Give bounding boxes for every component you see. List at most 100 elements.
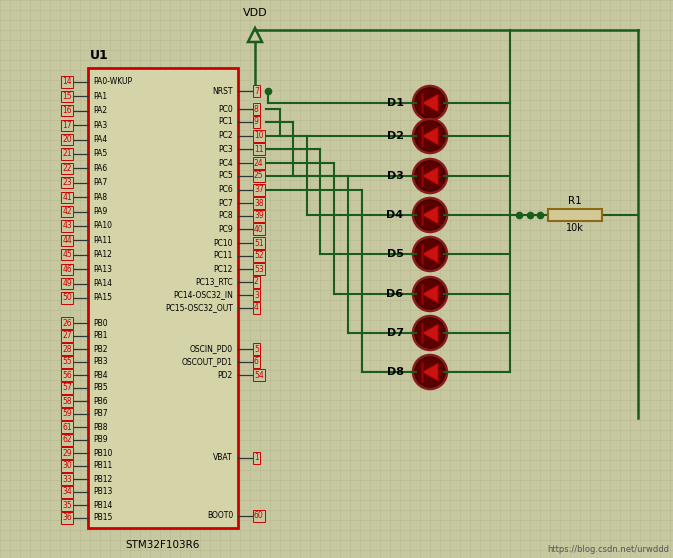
Text: PB7: PB7 [93, 410, 108, 418]
Text: PC11: PC11 [213, 252, 233, 261]
Text: 58: 58 [63, 397, 72, 406]
Text: 6: 6 [254, 358, 259, 367]
Text: PB4: PB4 [93, 371, 108, 379]
Text: PA2: PA2 [93, 107, 107, 116]
Text: 15: 15 [63, 92, 72, 101]
Text: PA1: PA1 [93, 92, 107, 101]
Text: PA15: PA15 [93, 294, 112, 302]
Text: OSCIN_PD0: OSCIN_PD0 [190, 344, 233, 354]
Text: 16: 16 [63, 107, 72, 116]
Text: 5: 5 [254, 344, 259, 354]
Text: D8: D8 [386, 367, 404, 377]
Text: PB12: PB12 [93, 474, 112, 483]
Text: PC12: PC12 [213, 264, 233, 273]
Circle shape [413, 355, 447, 389]
Text: PC2: PC2 [218, 132, 233, 141]
Text: OSCOUT_PD1: OSCOUT_PD1 [182, 358, 233, 367]
Text: 4: 4 [254, 304, 259, 312]
Text: VDD: VDD [243, 8, 267, 18]
Text: 53: 53 [254, 264, 264, 273]
Text: U1: U1 [90, 49, 109, 62]
Text: 28: 28 [63, 344, 72, 354]
Text: PB10: PB10 [93, 449, 112, 458]
Text: PC7: PC7 [218, 199, 233, 208]
Text: D7: D7 [386, 328, 404, 338]
Text: PA11: PA11 [93, 236, 112, 245]
Text: 17: 17 [63, 121, 72, 129]
Text: PA7: PA7 [93, 179, 107, 187]
Bar [548, 209, 602, 221]
Text: PB1: PB1 [93, 331, 108, 340]
Text: 45: 45 [62, 251, 72, 259]
Text: 41: 41 [63, 193, 72, 201]
Text: D1: D1 [386, 98, 404, 108]
Polygon shape [421, 363, 438, 381]
Text: 35: 35 [62, 501, 72, 509]
Text: 51: 51 [254, 238, 264, 248]
Polygon shape [421, 285, 438, 304]
Text: 10: 10 [254, 132, 264, 141]
Text: 26: 26 [63, 319, 72, 328]
Circle shape [415, 319, 444, 348]
Circle shape [413, 119, 447, 153]
Text: 38: 38 [254, 199, 264, 208]
Text: NRST: NRST [213, 86, 233, 95]
Text: PB13: PB13 [93, 488, 112, 497]
Circle shape [415, 122, 444, 151]
Text: PB14: PB14 [93, 501, 112, 509]
Circle shape [415, 89, 444, 117]
Polygon shape [421, 94, 438, 112]
Text: PB0: PB0 [93, 319, 108, 328]
Text: PB6: PB6 [93, 397, 108, 406]
Text: 39: 39 [254, 211, 264, 220]
Text: 1: 1 [254, 454, 258, 463]
Text: PB8: PB8 [93, 422, 108, 431]
Polygon shape [421, 244, 438, 263]
Text: 56: 56 [62, 371, 72, 379]
Text: 49: 49 [62, 279, 72, 288]
Text: PC14-OSC32_IN: PC14-OSC32_IN [173, 291, 233, 300]
Text: 55: 55 [62, 358, 72, 367]
Circle shape [413, 198, 447, 232]
Text: PC8: PC8 [218, 211, 233, 220]
Text: 46: 46 [62, 264, 72, 274]
Text: PA0-WKUP: PA0-WKUP [93, 78, 132, 86]
Text: 42: 42 [63, 207, 72, 216]
Text: 8: 8 [254, 104, 258, 113]
Text: 20: 20 [63, 135, 72, 144]
Circle shape [415, 358, 444, 387]
Text: 62: 62 [63, 435, 72, 445]
Circle shape [413, 159, 447, 193]
Text: PC13_RTC: PC13_RTC [195, 277, 233, 286]
Text: 61: 61 [63, 422, 72, 431]
Text: 22: 22 [63, 164, 72, 173]
Text: PB3: PB3 [93, 358, 108, 367]
Circle shape [413, 316, 447, 350]
Circle shape [415, 239, 444, 268]
Text: PA5: PA5 [93, 150, 107, 158]
Text: 59: 59 [62, 410, 72, 418]
Bar [88, 68, 238, 528]
Text: 9: 9 [254, 118, 259, 127]
Text: PB9: PB9 [93, 435, 108, 445]
Text: 3: 3 [254, 291, 259, 300]
Text: 50: 50 [62, 294, 72, 302]
Text: 43: 43 [62, 222, 72, 230]
Text: 44: 44 [62, 236, 72, 245]
Text: PB11: PB11 [93, 461, 112, 470]
Text: PC3: PC3 [218, 145, 233, 153]
Text: 34: 34 [62, 488, 72, 497]
Polygon shape [421, 324, 438, 343]
Text: BOOT0: BOOT0 [207, 512, 233, 521]
Text: PA8: PA8 [93, 193, 107, 201]
Circle shape [415, 162, 444, 190]
Text: PB2: PB2 [93, 344, 108, 354]
Text: https://blog.csdn.net/urwddd: https://blog.csdn.net/urwddd [547, 545, 669, 554]
Text: 14: 14 [63, 78, 72, 86]
Text: PC15-OSC32_OUT: PC15-OSC32_OUT [165, 304, 233, 312]
Text: PB15: PB15 [93, 513, 112, 522]
Circle shape [413, 277, 447, 311]
Text: 21: 21 [63, 150, 72, 158]
Text: D4: D4 [386, 210, 404, 220]
Text: 36: 36 [62, 513, 72, 522]
